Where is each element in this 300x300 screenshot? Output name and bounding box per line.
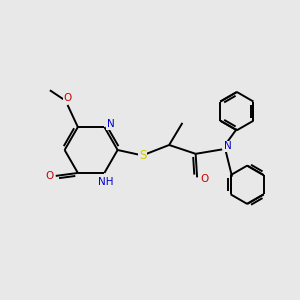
Text: N: N <box>224 142 231 152</box>
Text: N: N <box>107 119 115 129</box>
Text: O: O <box>200 174 208 184</box>
Text: O: O <box>45 171 53 181</box>
Text: NH: NH <box>98 177 114 187</box>
Text: O: O <box>63 94 72 103</box>
Text: S: S <box>139 149 146 162</box>
